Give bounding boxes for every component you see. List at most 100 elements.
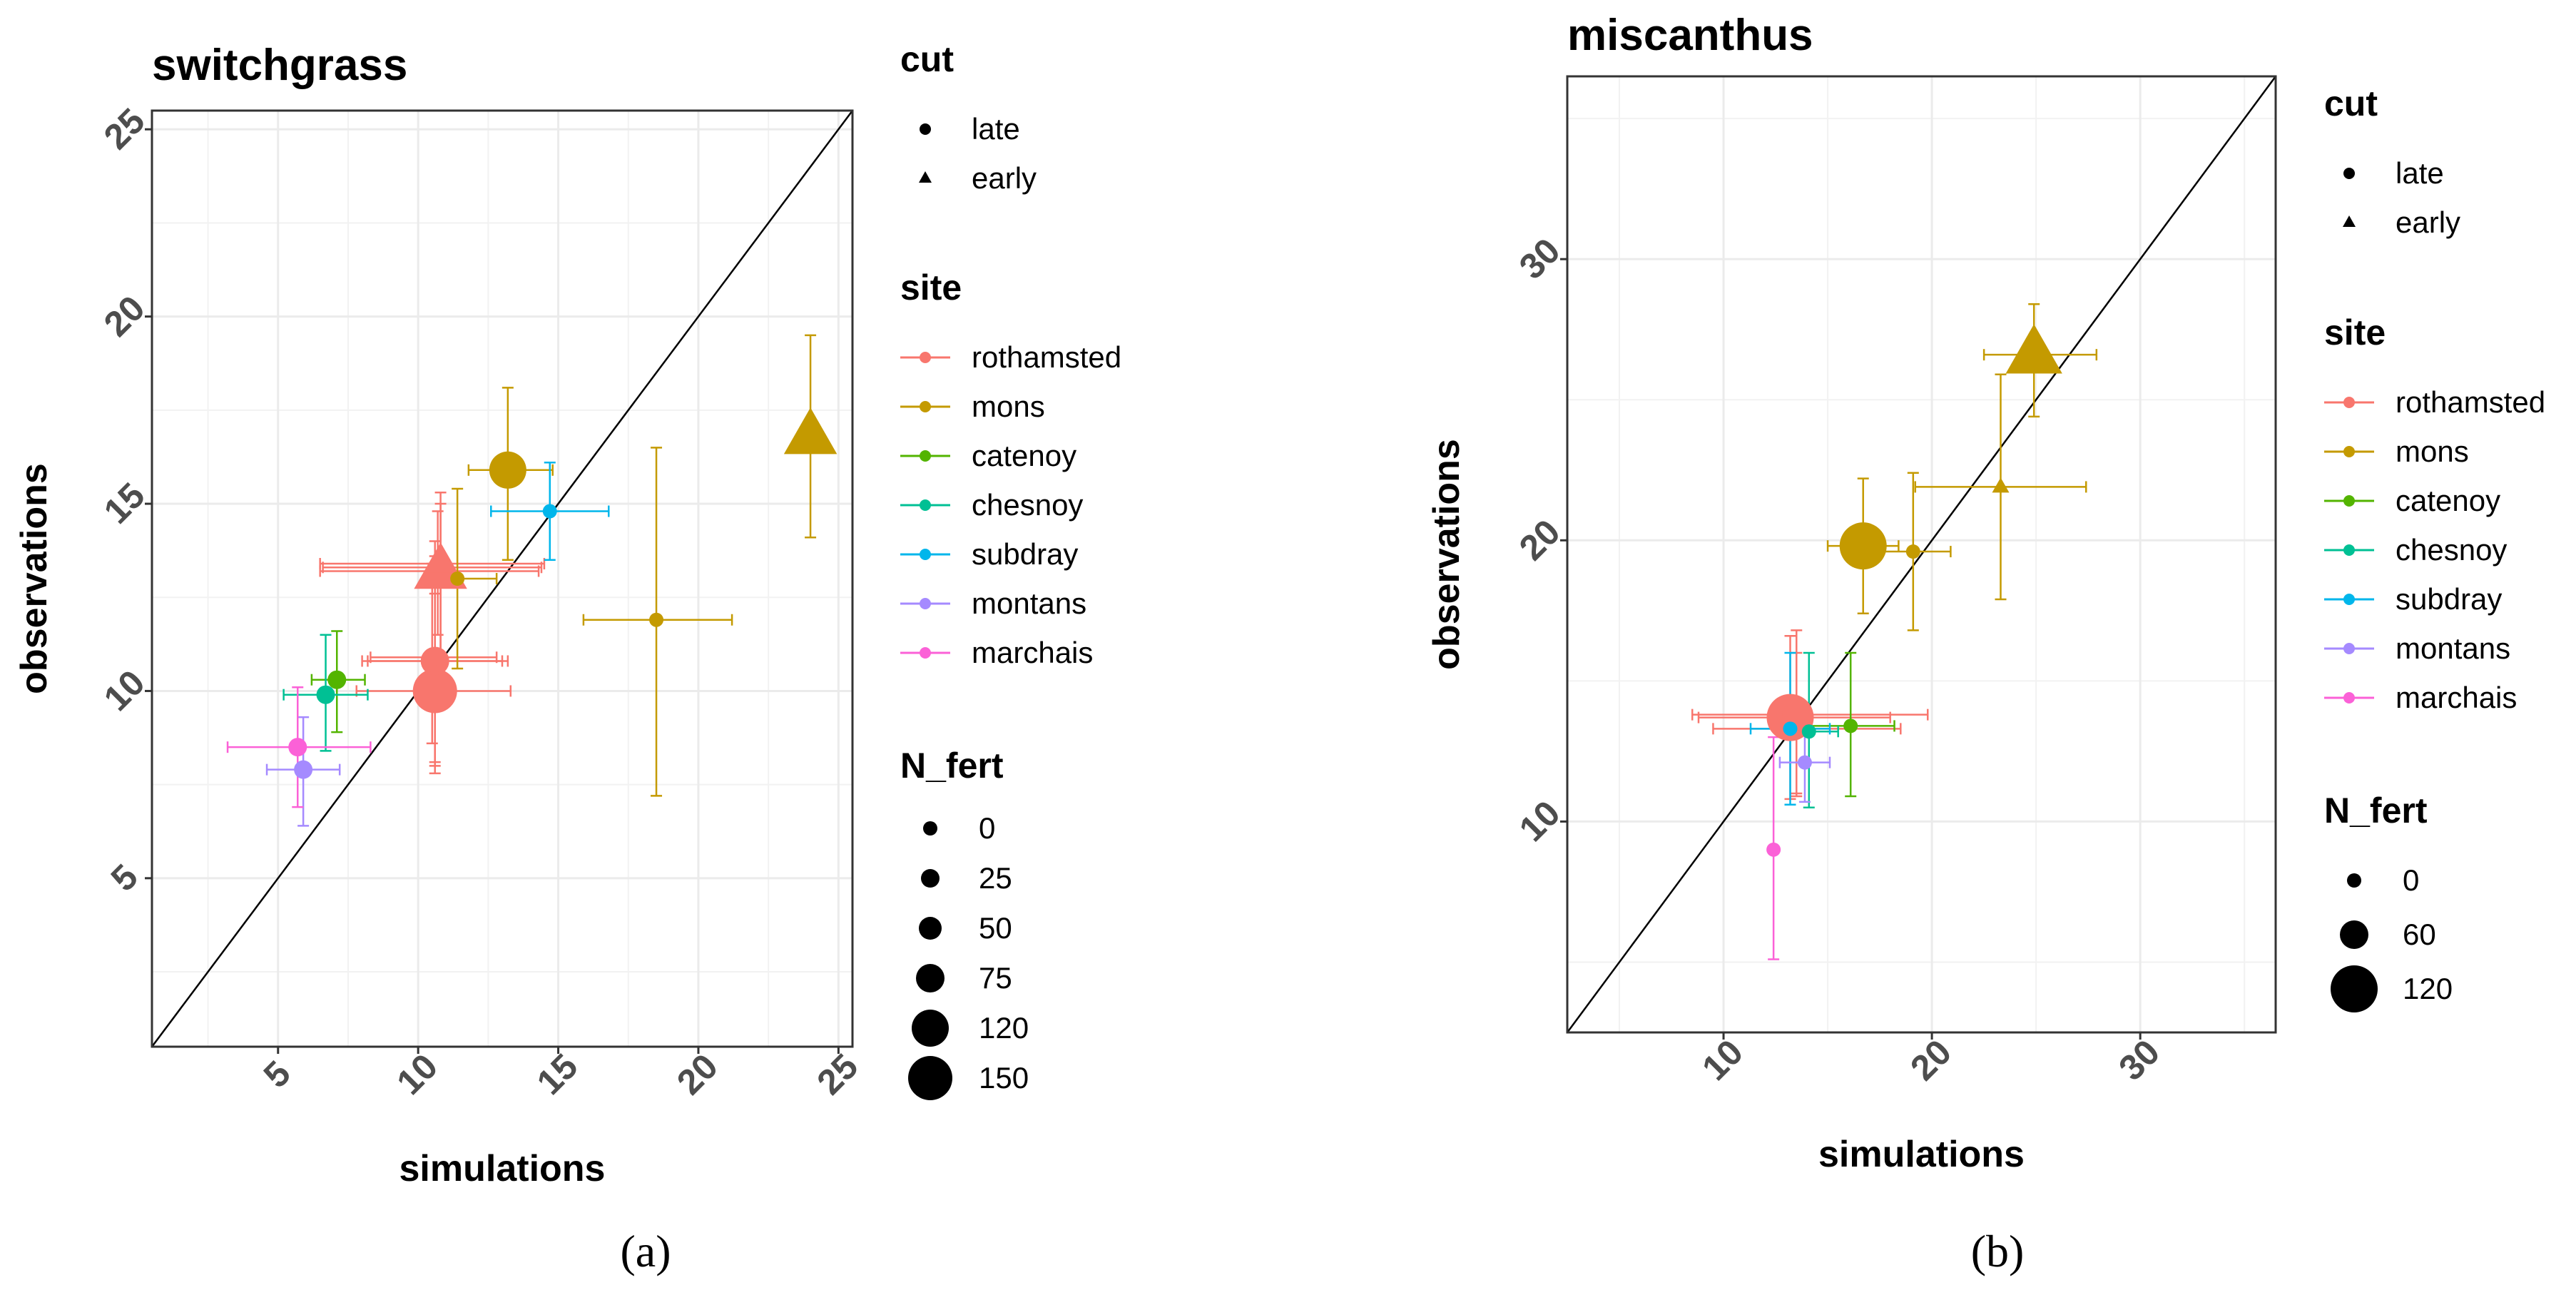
data-point-late-marchais <box>288 738 307 757</box>
data-point-late-marchais <box>1766 842 1781 857</box>
legend-key-nfert-0 <box>923 821 937 836</box>
data-point-late-mons <box>450 572 465 586</box>
data-point-late-mons <box>1905 544 1920 559</box>
legend-key-nfert-75 <box>916 964 945 992</box>
x-tick-label: 25 <box>809 1046 865 1102</box>
legend-label-montans: montans <box>2396 631 2510 665</box>
legend-title-nfert: N_fert <box>2324 791 2428 831</box>
legend-label-early: early <box>972 161 1037 195</box>
data-point-early-mons <box>2005 324 2062 374</box>
legend-key-dot-subdray <box>2343 594 2355 605</box>
legend-label-nfert-25: 25 <box>979 861 1012 895</box>
x-axis-title: simulations <box>399 1148 606 1189</box>
legend-label-nfert-120: 120 <box>979 1011 1029 1045</box>
y-tick-label: 20 <box>96 288 153 344</box>
y-tick-label: 5 <box>103 857 146 899</box>
x-axis-title: simulations <box>1818 1134 2025 1175</box>
data-point-late-mons <box>1839 522 1887 570</box>
y-axis-title: observations <box>14 463 55 694</box>
y-tick-label: 10 <box>96 662 153 718</box>
legend-label-catenoy: catenoy <box>972 439 1076 472</box>
legend-title-site: site <box>900 268 962 308</box>
panel-caption: (a) <box>620 1226 671 1276</box>
legend-label-early: early <box>2396 205 2460 239</box>
legend-key-early <box>919 171 932 183</box>
legend-key-nfert-120 <box>2331 965 2378 1012</box>
data-point-late-subdray <box>1783 721 1798 736</box>
x-tick-label: 30 <box>2111 1032 2167 1088</box>
legend-key-dot-subdray <box>920 549 931 560</box>
x-tick-label: 20 <box>669 1046 726 1102</box>
legend-label-chesnoy: chesnoy <box>972 488 1083 522</box>
legend-label-nfert-120: 120 <box>2403 972 2453 1005</box>
legend-key-dot-montans <box>920 598 931 609</box>
legend-label-nfert-0: 0 <box>979 811 995 845</box>
legend-label-subdray: subdray <box>2396 582 2502 616</box>
panel-miscanthus: 10 20 30 10 20 30 miscanthus simulations observa… <box>1426 11 2545 1276</box>
panel-border <box>1566 75 2277 1034</box>
legend-label-chesnoy: chesnoy <box>2396 533 2507 567</box>
y-tick-label: 30 <box>1512 230 1568 287</box>
legend-key-dot-rothamsted <box>2343 397 2355 408</box>
y-tick-label: 15 <box>96 475 153 532</box>
panel-border <box>151 109 854 1048</box>
legend-key-dot-mons <box>2343 446 2355 457</box>
legend-label-nfert-75: 75 <box>979 961 1012 995</box>
legend-key-nfert-150 <box>908 1056 952 1100</box>
y-axis-title: observations <box>1426 439 1467 670</box>
data-point-early-mons <box>1992 477 2010 493</box>
legend-label-late: late <box>972 112 1020 146</box>
legend-key-nfert-25 <box>921 869 940 888</box>
x-tick-label: 20 <box>1903 1032 1959 1088</box>
legend-label-subdray: subdray <box>972 537 1078 571</box>
data-point-late-mons <box>489 451 526 489</box>
legend-title-site: site <box>2324 313 2386 352</box>
legend-key-late <box>2343 168 2355 179</box>
legend-label-nfert-50: 50 <box>979 911 1012 945</box>
y-tick-label: 10 <box>1512 793 1568 849</box>
legend-key-nfert-120 <box>912 1010 949 1047</box>
legend-key-dot-chesnoy <box>2343 544 2355 556</box>
chart-title: miscanthus <box>1567 11 1813 60</box>
legend-key-dot-chesnoy <box>920 499 931 511</box>
legend-key-dot-catenoy <box>920 450 931 462</box>
legend-label-late: late <box>2396 156 2444 190</box>
legend-key-nfert-0 <box>2347 873 2361 888</box>
panel-caption: (b) <box>1971 1226 2025 1276</box>
legend-key-dot-marchais <box>2343 692 2355 704</box>
data-point-late-rothamsted <box>422 648 442 667</box>
data-point-late-subdray <box>542 504 557 519</box>
data-point-early-mons <box>783 407 838 454</box>
data-point-late-catenoy <box>1843 718 1858 733</box>
x-tick-label: 5 <box>256 1053 298 1095</box>
y-tick-label: 20 <box>1512 512 1568 568</box>
legend-key-nfert-50 <box>919 917 942 940</box>
legend-key-nfert-60 <box>2340 920 2368 949</box>
legend-label-marchais: marchais <box>972 636 1093 669</box>
legend-label-nfert-60: 60 <box>2403 918 2436 951</box>
identity-line <box>1566 76 2277 1033</box>
legend-label-nfert-0: 0 <box>2403 863 2419 897</box>
legend-label-marchais: marchais <box>2396 681 2517 714</box>
legend-label-montans: montans <box>972 586 1086 620</box>
data-point-late-montans <box>294 760 313 779</box>
data-point-late-catenoy <box>327 670 347 689</box>
legend-label-nfert-150: 150 <box>979 1061 1029 1095</box>
x-tick-label: 15 <box>529 1046 586 1102</box>
legend-label-catenoy: catenoy <box>2396 484 2500 517</box>
data-point-late-chesnoy <box>316 685 335 704</box>
legend-key-early <box>2343 215 2356 227</box>
legend-key-dot-mons <box>920 401 931 412</box>
x-tick-label: 10 <box>389 1046 445 1102</box>
panel-switchgrass: 5 10 15 20 25 5 10 15 20 25 switchgrass simulations… <box>14 39 1121 1276</box>
data-point-late-mons <box>649 612 664 627</box>
legend-key-dot-montans <box>2343 643 2355 654</box>
legend-label-rothamsted: rothamsted <box>2396 385 2545 419</box>
legend-label-mons: mons <box>972 390 1045 423</box>
legend-key-dot-marchais <box>920 647 931 659</box>
data-point-late-rothamsted <box>412 669 457 713</box>
legend-title-cut: cut <box>900 39 954 79</box>
